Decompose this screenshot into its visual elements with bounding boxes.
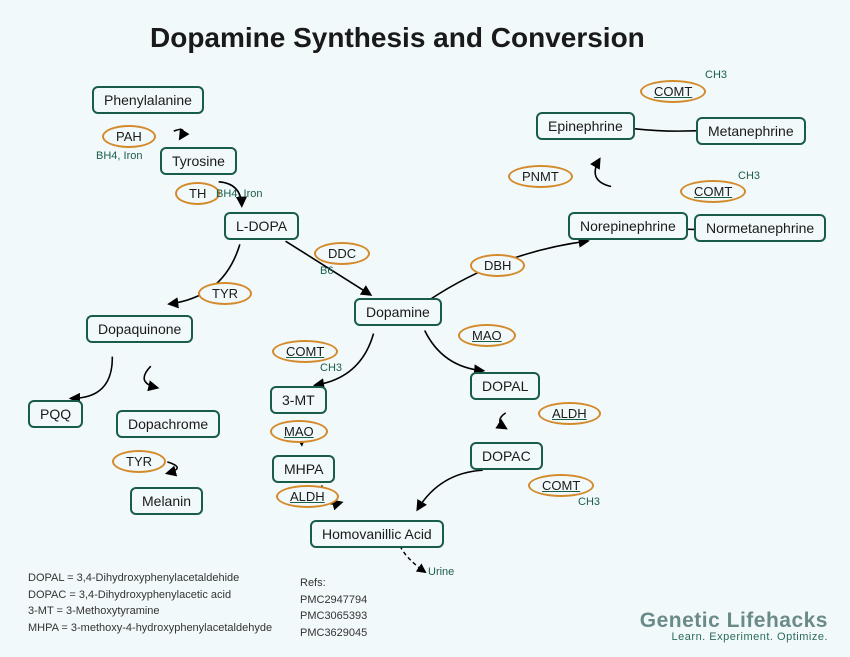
cofactor-b6: B6 (320, 265, 333, 277)
legend-line: MHPA = 3-methoxy-4-hydroxyphenylacetalde… (28, 620, 272, 637)
diagram-title: Dopamine Synthesis and Conversion (150, 22, 645, 54)
enzyme-aldh1: ALDH (538, 402, 601, 425)
node-melanin: Melanin (130, 487, 203, 515)
enzyme-mao1: MAO (458, 324, 516, 347)
cofactor-ch3d: CH3 (578, 496, 600, 508)
node-dopamine: Dopamine (354, 298, 442, 326)
brand-name: Genetic Lifehacks (640, 609, 828, 633)
node-dopac: DOPAC (470, 442, 543, 470)
refs-item: PMC3629045 (300, 625, 367, 642)
node-pqq: PQQ (28, 400, 83, 428)
node-tyrosine: Tyrosine (160, 147, 237, 175)
enzyme-aldh2: ALDH (276, 485, 339, 508)
enzyme-pnmt: PNMT (508, 165, 573, 188)
enzyme-pah: PAH (102, 125, 156, 148)
node-norepinephrine: Norepinephrine (568, 212, 688, 240)
enzyme-tyr2: TYR (112, 450, 166, 473)
node-dopal: DOPAL (470, 372, 540, 400)
enzyme-ddc: DDC (314, 242, 370, 265)
node-epinephrine: Epinephrine (536, 112, 635, 140)
enzyme-dbh: DBH (470, 254, 525, 277)
enzyme-th: TH (175, 182, 220, 205)
legend-line: 3-MT = 3-Methoxytyramine (28, 603, 272, 620)
legend-line: DOPAC = 3,4-Dihydroxyphenylacetic acid (28, 587, 272, 604)
cofactor-ch3a: CH3 (705, 69, 727, 81)
brand: Genetic Lifehacks Learn. Experiment. Opt… (640, 609, 828, 643)
enzyme-comt4: COMT (528, 474, 594, 497)
enzyme-comt2: COMT (680, 180, 746, 203)
refs-item: PMC2947794 (300, 592, 367, 609)
refs: Refs: PMC2947794 PMC3065393 PMC3629045 (300, 575, 367, 641)
cofactor-ch3b: CH3 (738, 170, 760, 182)
cofactor-bh4b: BH4, Iron (216, 188, 262, 200)
node-ldopa: L-DOPA (224, 212, 299, 240)
node-hva: Homovanillic Acid (310, 520, 444, 548)
node-normetanephrine: Normetanephrine (694, 214, 826, 242)
legend: DOPAL = 3,4-Dihydroxyphenylacetaldehide … (28, 570, 272, 636)
node-phenylalanine: Phenylalanine (92, 86, 204, 114)
cofactor-ch3c: CH3 (320, 362, 342, 374)
enzyme-comt1: COMT (640, 80, 706, 103)
legend-line: DOPAL = 3,4-Dihydroxyphenylacetaldehide (28, 570, 272, 587)
node-mhpa: MHPA (272, 455, 335, 483)
refs-title: Refs: (300, 575, 367, 592)
enzyme-tyr1: TYR (198, 282, 252, 305)
node-dopachrome: Dopachrome (116, 410, 220, 438)
node-threemt: 3-MT (270, 386, 327, 414)
node-dopaquinone: Dopaquinone (86, 315, 193, 343)
cofactor-bh4a: BH4, Iron (96, 150, 142, 162)
node-metanephrine: Metanephrine (696, 117, 806, 145)
enzyme-mao2: MAO (270, 420, 328, 443)
enzyme-comt3: COMT (272, 340, 338, 363)
refs-item: PMC3065393 (300, 608, 367, 625)
diagram-canvas: Dopamine Synthesis and Conversion Phenyl… (0, 0, 850, 657)
cofactor-urine: Urine (428, 566, 454, 578)
